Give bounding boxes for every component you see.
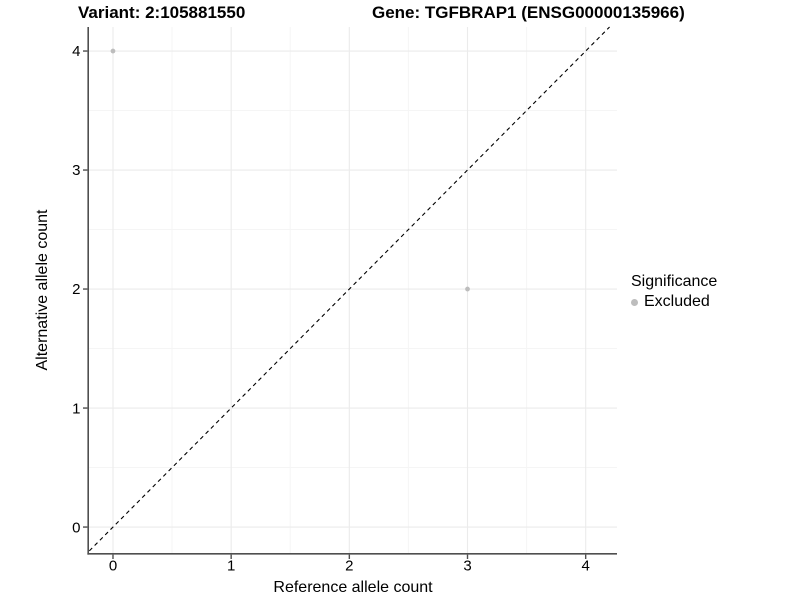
data-point	[465, 286, 470, 292]
plot-title-variant: Variant: 2:105881550	[78, 3, 246, 22]
y-tick-label: 1	[72, 400, 80, 417]
y-tick-label: 3	[72, 162, 80, 179]
x-tick-label: 3	[463, 558, 471, 575]
legend-item-excluded: Excluded	[631, 293, 717, 311]
y-tick-label: 0	[72, 519, 80, 536]
plot-title-gene: Gene: TGFBRAP1 (ENSG00000135966)	[372, 3, 685, 22]
data-point	[110, 48, 116, 54]
y-axis-title: Alternative allele count	[34, 209, 51, 371]
x-tick-label: 4	[582, 558, 590, 575]
x-tick-label: 2	[345, 558, 353, 575]
legend-title: Significance	[631, 273, 718, 290]
legend-item-label: Excluded	[644, 293, 710, 310]
x-axis-title: Reference allele count	[273, 579, 433, 596]
x-tick-label: 1	[227, 558, 235, 575]
y-tick-label: 4	[72, 43, 80, 60]
x-tick-label: 0	[109, 558, 117, 575]
legend: Significance Excluded	[631, 272, 717, 311]
identity-line	[88, 26, 610, 552]
excluded-point-icon	[631, 298, 638, 306]
y-tick-label: 2	[72, 281, 80, 298]
